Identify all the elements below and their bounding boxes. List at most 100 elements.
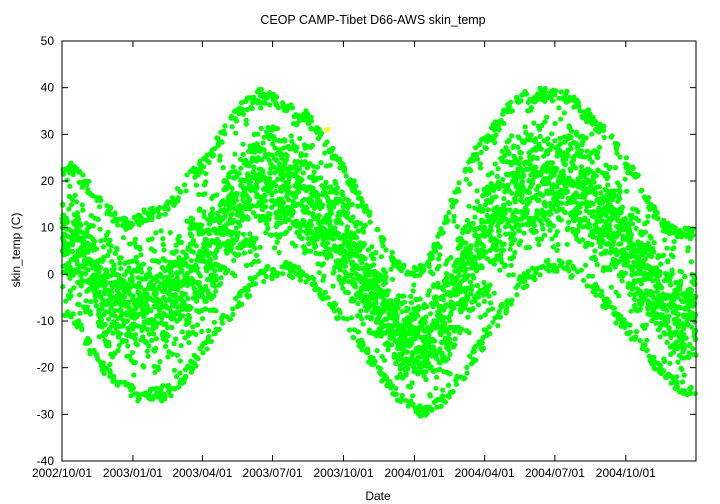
data-point — [236, 111, 242, 117]
y-axis-label: skin_temp (C) — [9, 213, 23, 288]
data-point — [175, 195, 181, 201]
data-point — [218, 281, 224, 287]
data-point — [405, 306, 411, 312]
data-point — [179, 329, 185, 335]
data-point — [211, 293, 217, 299]
data-point — [277, 215, 283, 221]
data-point — [423, 369, 429, 375]
data-point — [319, 202, 326, 208]
data-point — [320, 237, 327, 243]
data-point — [446, 347, 452, 353]
data-point — [173, 248, 179, 254]
data-point — [276, 249, 282, 256]
data-point — [157, 205, 163, 211]
data-point — [365, 349, 371, 356]
data-point — [136, 395, 142, 402]
data-point — [577, 108, 583, 114]
data-point — [230, 240, 237, 246]
data-point — [426, 288, 432, 294]
data-point — [121, 294, 127, 300]
data-point — [481, 243, 487, 249]
data-point — [562, 161, 569, 167]
data-point — [302, 161, 308, 167]
data-point — [259, 207, 265, 213]
data-point — [616, 293, 622, 299]
data-point — [552, 138, 558, 144]
data-point — [509, 108, 515, 114]
data-point — [193, 182, 199, 188]
data-point — [163, 338, 169, 344]
data-point — [207, 291, 213, 298]
data-point — [93, 298, 99, 304]
data-point — [147, 266, 153, 272]
data-point — [585, 283, 591, 289]
data-point — [333, 181, 339, 187]
data-point — [229, 211, 235, 217]
data-point — [112, 308, 118, 314]
data-point — [447, 371, 453, 377]
data-point — [352, 284, 358, 290]
data-point — [668, 282, 674, 288]
data-point — [311, 276, 317, 282]
data-point — [465, 314, 471, 320]
data-point — [95, 216, 101, 222]
data-point — [417, 305, 423, 311]
data-point — [300, 170, 306, 176]
data-point — [491, 187, 497, 193]
data-point — [186, 319, 192, 325]
data-point — [524, 91, 530, 97]
data-point — [129, 349, 136, 356]
data-point — [571, 218, 578, 224]
data-point — [79, 270, 85, 276]
data-point — [654, 210, 660, 216]
data-point — [525, 268, 532, 274]
data-point — [85, 267, 91, 273]
data-point — [619, 278, 625, 284]
data-point — [594, 262, 600, 268]
data-point — [488, 227, 494, 233]
data-point — [126, 265, 132, 271]
data-point — [590, 201, 596, 207]
data-point — [349, 259, 356, 265]
data-point — [203, 179, 209, 185]
data-point — [664, 245, 670, 251]
data-point — [153, 230, 159, 236]
data-point — [348, 315, 355, 321]
data-point — [153, 385, 160, 391]
data-point — [591, 179, 597, 185]
data-point — [260, 140, 266, 146]
data-point — [666, 313, 672, 319]
data-point — [98, 197, 104, 203]
data-point — [127, 241, 133, 247]
data-point — [263, 273, 269, 280]
data-point — [117, 331, 124, 337]
data-point — [509, 297, 515, 303]
data-point — [369, 244, 375, 250]
data-point — [528, 132, 534, 138]
data-point — [407, 384, 413, 390]
data-point — [73, 199, 79, 205]
data-point — [341, 202, 347, 208]
data-point — [633, 334, 639, 340]
data-point — [101, 254, 107, 260]
data-point — [468, 243, 474, 249]
data-point — [477, 165, 484, 171]
data-point — [615, 142, 621, 148]
data-point — [363, 292, 369, 299]
data-point — [172, 386, 178, 392]
data-point — [479, 340, 485, 346]
data-point — [366, 305, 372, 311]
data-point — [533, 164, 539, 170]
data-point — [79, 202, 85, 208]
data-point — [593, 257, 599, 263]
data-point — [557, 135, 563, 141]
data-point — [132, 332, 139, 338]
data-point — [304, 165, 310, 171]
data-point — [63, 298, 69, 304]
data-point — [318, 175, 324, 181]
data-point — [629, 221, 636, 227]
data-point — [481, 345, 487, 352]
data-point — [483, 145, 489, 151]
data-point — [98, 264, 104, 271]
data-point — [478, 149, 484, 155]
